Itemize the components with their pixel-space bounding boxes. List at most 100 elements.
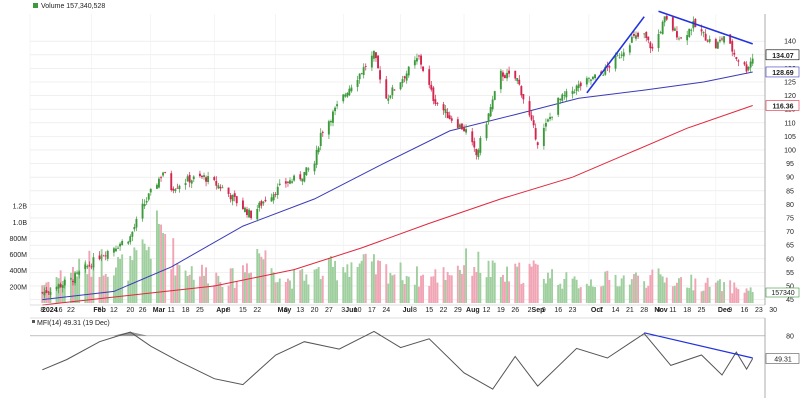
candle-body bbox=[145, 200, 148, 203]
candle-body bbox=[532, 120, 535, 126]
candle-body bbox=[88, 265, 91, 266]
candle-body bbox=[737, 60, 740, 62]
candle-body bbox=[170, 173, 173, 191]
volume-last-label: 157340 bbox=[771, 290, 794, 297]
mfi-divergence-line bbox=[644, 332, 753, 359]
volume-bar bbox=[264, 250, 267, 303]
candle-body bbox=[276, 186, 279, 195]
candle-body bbox=[688, 28, 691, 37]
candle-body bbox=[115, 248, 117, 252]
volume-bar bbox=[747, 290, 750, 303]
day-label: 15 bbox=[425, 307, 433, 314]
volume-legend-label: Volume 157,340,528 bbox=[41, 3, 105, 10]
volume-bar bbox=[678, 278, 680, 303]
candle-body bbox=[743, 62, 746, 65]
volume-bar bbox=[446, 271, 449, 303]
candlesticks bbox=[41, 15, 754, 300]
month-label: May bbox=[278, 307, 292, 314]
candle-body bbox=[293, 175, 295, 181]
volume-bar bbox=[274, 282, 277, 303]
candle-body bbox=[714, 39, 717, 49]
volume-bar bbox=[485, 277, 488, 303]
candle-body bbox=[676, 31, 678, 38]
volume-bar bbox=[362, 254, 365, 303]
candle-body bbox=[571, 90, 574, 95]
candle-body bbox=[616, 55, 619, 57]
volume-bar bbox=[542, 278, 545, 303]
candle-body bbox=[751, 58, 754, 64]
volume-bar bbox=[127, 280, 130, 303]
price-tick-label: 80 bbox=[786, 202, 794, 209]
price-tick-label: 140 bbox=[784, 39, 796, 46]
candle-body bbox=[313, 163, 316, 172]
candle-body bbox=[471, 131, 474, 143]
volume-bar bbox=[751, 292, 754, 303]
volume-bar bbox=[356, 267, 359, 303]
candle-body bbox=[551, 116, 553, 118]
candle-body bbox=[604, 66, 607, 75]
price-tick-label: 50 bbox=[786, 283, 794, 290]
candle-body bbox=[289, 180, 291, 184]
price-tick-label: 55 bbox=[786, 270, 794, 277]
candle-body bbox=[336, 104, 338, 107]
candle-body bbox=[577, 84, 580, 88]
volume-bar bbox=[401, 280, 404, 303]
volume-bar bbox=[434, 269, 437, 303]
volume-bar bbox=[676, 282, 678, 303]
volume-bar bbox=[389, 272, 392, 303]
candle-body bbox=[199, 173, 201, 177]
candle-body bbox=[149, 188, 152, 193]
volume-bar bbox=[657, 268, 660, 303]
mfi-last-label: 49.31 bbox=[774, 357, 792, 364]
volume-bar bbox=[164, 234, 167, 303]
candle-body bbox=[661, 21, 664, 35]
candle-body bbox=[370, 55, 373, 68]
volume-bar bbox=[74, 271, 76, 303]
volume-bar bbox=[413, 284, 416, 303]
volume-bar bbox=[557, 284, 560, 303]
volume-bar bbox=[358, 263, 361, 303]
candle-body bbox=[235, 196, 238, 204]
volume-bar bbox=[405, 276, 408, 303]
candle-body bbox=[442, 104, 445, 111]
volume-bar bbox=[242, 265, 244, 303]
volume-bar bbox=[573, 276, 576, 303]
candle-body bbox=[516, 78, 519, 82]
candle-body bbox=[192, 176, 195, 180]
volume-bar bbox=[90, 276, 93, 303]
candle-body bbox=[602, 74, 605, 76]
volume-bar bbox=[315, 268, 318, 303]
day-label: 16 bbox=[55, 307, 63, 314]
candle-body bbox=[416, 58, 418, 62]
day-label: 17 bbox=[368, 307, 376, 314]
candle-body bbox=[594, 74, 596, 78]
month-label: Aug bbox=[466, 307, 480, 314]
last-price-box bbox=[765, 49, 800, 61]
candle-body bbox=[508, 70, 510, 74]
volume-bar bbox=[600, 286, 603, 303]
candle-body bbox=[485, 124, 488, 139]
candle-body bbox=[704, 33, 707, 41]
volume-bar bbox=[336, 280, 338, 303]
candle-body bbox=[620, 54, 623, 56]
volume-bar bbox=[360, 260, 363, 303]
volume-bar bbox=[721, 291, 723, 303]
day-label: 8 bbox=[40, 307, 44, 314]
candle-body bbox=[499, 70, 502, 90]
candle-body bbox=[303, 172, 306, 182]
candle-body bbox=[78, 271, 81, 275]
candle-body bbox=[190, 180, 193, 184]
candle-body bbox=[489, 107, 492, 117]
volume-bar bbox=[465, 248, 467, 303]
day-label: 26 bbox=[139, 307, 147, 314]
volume-bar bbox=[702, 290, 705, 303]
volume-bar bbox=[403, 284, 406, 303]
day-label: 9 bbox=[728, 307, 732, 314]
day-label: 25 bbox=[196, 307, 204, 314]
labels: Volume 157,340,528134.07128.69116.361573… bbox=[33, 3, 800, 364]
volume-bar bbox=[733, 282, 736, 303]
volume-bar bbox=[630, 279, 633, 303]
volume-bar bbox=[344, 272, 347, 303]
